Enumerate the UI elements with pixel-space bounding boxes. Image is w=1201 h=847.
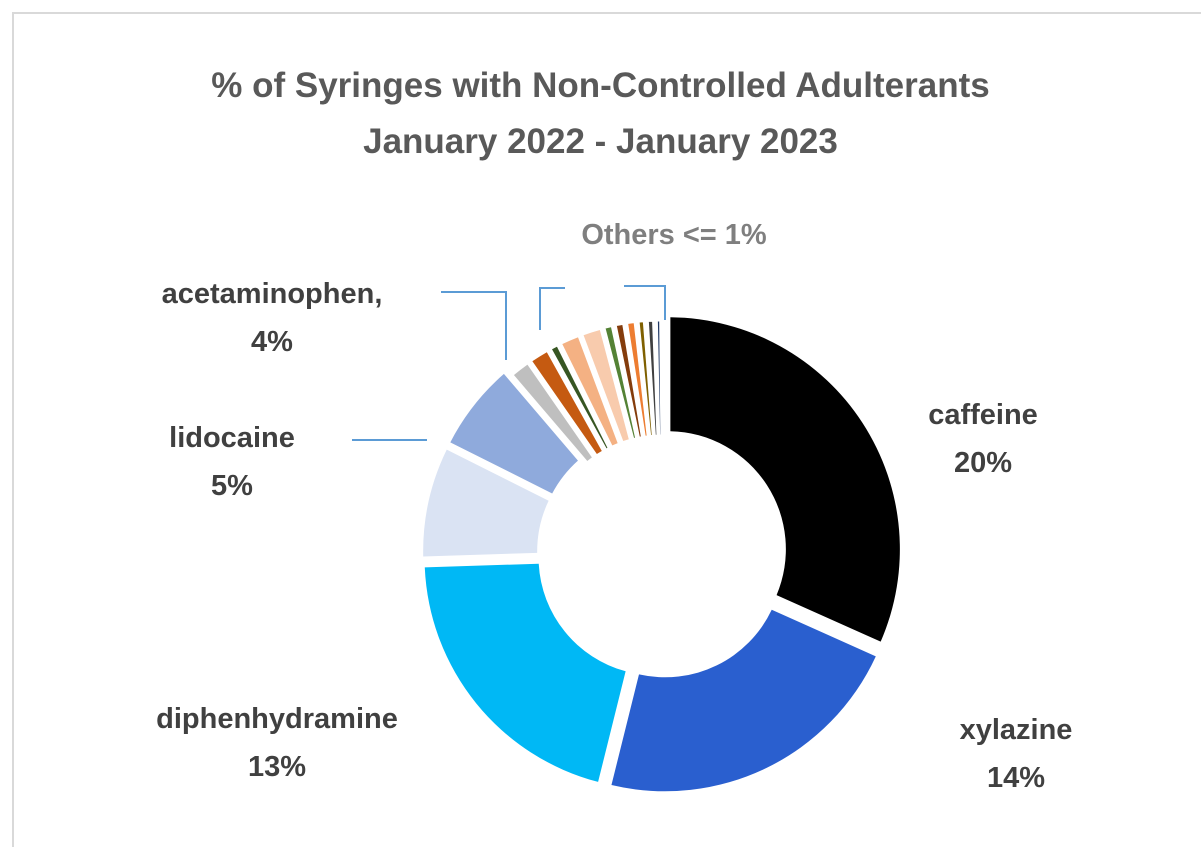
slice-value-xylazine: 14% [987, 762, 1045, 794]
acetaminophen-name: acetaminophen [162, 278, 375, 310]
donut-slice-acetaminophen [450, 373, 578, 494]
donut-slice-lidocaine [423, 449, 549, 557]
others-group-label: Others <= 1% [581, 219, 767, 251]
leader-lines [352, 285, 666, 441]
acetaminophen-comma: , [374, 278, 382, 310]
leader-line-others-left [539, 287, 565, 330]
donut-slice-xylazine [611, 609, 876, 792]
donut-slice-other-7 [550, 345, 609, 450]
donut-slice-other-10 [604, 325, 637, 440]
donut-slice-diphenhydramine [424, 563, 626, 782]
slice-label-xylazine: xylazine [960, 714, 1073, 746]
slice-value-lidocaine: 5% [211, 470, 253, 502]
donut-slice-other-12 [627, 322, 648, 437]
donut-slice-other-6 [530, 350, 604, 456]
donut-slice-other-14 [647, 320, 658, 436]
leader-line-acetaminophen [441, 291, 507, 360]
donut-slice-other-8 [560, 335, 619, 447]
slice-label-caffeine: caffeine [928, 399, 1038, 431]
slice-label-acetaminophen: acetaminophen, [162, 278, 383, 310]
chart-title: % of Syringes with Non-Controlled Adulte… [211, 66, 990, 105]
leader-line-others-right [624, 285, 666, 320]
donut-slice-other-11 [615, 323, 642, 438]
donut-slice-other-13 [638, 321, 653, 437]
chart-title-block: % of Syringes with Non-Controlled Adulte… [0, 58, 1201, 170]
donut-slice-other-5 [512, 363, 594, 463]
slice-value-caffeine: 20% [954, 447, 1012, 479]
donut-slice-other-9 [582, 328, 630, 443]
chart-subtitle: January 2022 - January 2023 [363, 122, 838, 161]
slice-value-acetaminophen: 4% [251, 326, 293, 358]
slice-label-diphenhydramine: diphenhydramine [156, 703, 398, 735]
donut-slice-caffeine [670, 317, 900, 642]
donut-slices [423, 317, 900, 792]
slice-label-lidocaine: lidocaine [169, 422, 295, 454]
slice-value-diphenhydramine: 13% [248, 751, 306, 783]
donut-slice-other-15 [656, 320, 662, 436]
